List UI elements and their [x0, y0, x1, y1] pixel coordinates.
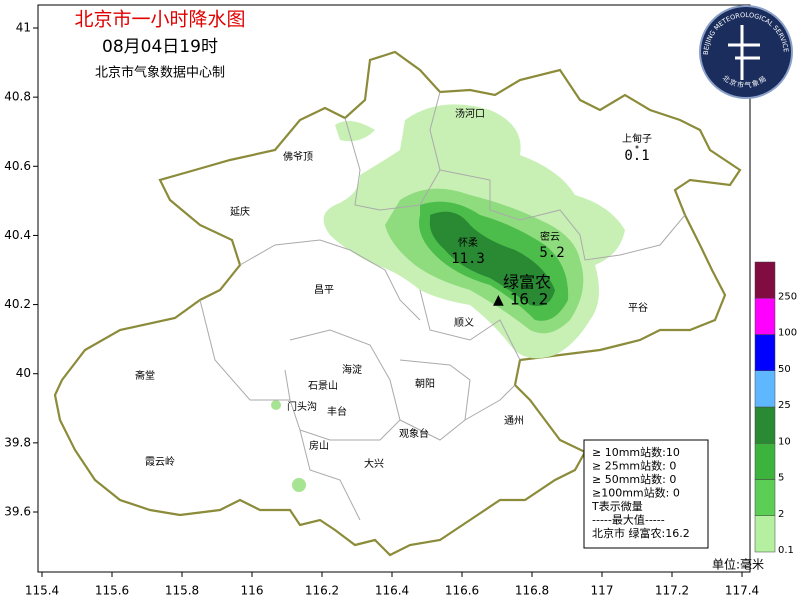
colorbar-segment	[754, 334, 776, 371]
rain-value: 5.2	[539, 245, 564, 261]
x-tick-label: 117	[591, 584, 614, 598]
y-tick-label: 40.6	[4, 159, 31, 173]
colorbar-segment	[754, 406, 776, 444]
rain-value: 0.1	[624, 148, 649, 164]
stats-line: ≥ 25mm站数: 0	[592, 459, 676, 473]
rain-value: 11.3	[451, 251, 485, 267]
stats-box: ≥ 10mm站数:10≥ 25mm站数: 0≥ 50mm站数: 0≥100mm站…	[583, 439, 709, 549]
x-tick-label: 115.6	[95, 584, 129, 598]
x-tick-label: 116	[241, 584, 264, 598]
x-tick-label: 116.6	[445, 584, 479, 598]
x-tick-label: 115.8	[165, 584, 199, 598]
colorbar-segment	[754, 479, 776, 516]
max-marker: ▲	[493, 292, 504, 308]
place-label: 门头沟	[287, 400, 317, 413]
stats-frame	[583, 439, 709, 549]
place-label: 石景山	[308, 380, 338, 392]
stats-line: ≥ 10mm站数:10	[592, 445, 680, 459]
x-tick-label: 116.8	[515, 584, 549, 598]
y-tick-label: 40.8	[4, 90, 31, 104]
logo: BEIJING METEOROLOGICAL SERVICE 北京市气象局	[699, 5, 793, 99]
colorbar-label: 50	[778, 364, 791, 375]
place-label: 平谷	[628, 302, 648, 314]
place-label: 霞云岭	[145, 455, 175, 468]
place-label: 通州	[504, 415, 524, 427]
colorbar-label: 100	[778, 328, 797, 339]
place-label: 汤河口	[455, 107, 485, 120]
place-label: 斋堂	[135, 369, 155, 382]
colorbar-label: 10	[778, 436, 791, 447]
colorbar-segment	[754, 443, 776, 480]
y-tick-label: 39.6	[4, 505, 31, 519]
stats-line: 北京市 绿富农:16.2	[592, 526, 690, 540]
x-tick-label: 116.2	[305, 584, 339, 598]
place-label: 丰台	[327, 405, 347, 418]
max-station-label: 绿富农	[503, 273, 551, 292]
y-tick-label: 40.4	[4, 228, 31, 242]
stats-line: -----最大值-----	[592, 513, 665, 527]
place-label: 顺义	[454, 317, 474, 329]
x-tick-label: 115.4	[25, 584, 59, 598]
y-tick-label: 41	[16, 21, 31, 35]
place-label: 大兴	[364, 457, 384, 470]
producer: 北京市气象数据中心制	[95, 65, 225, 81]
colorbar-label: 5	[778, 473, 784, 484]
colorbar-label: 25	[778, 400, 791, 411]
y-tick-label: 40.2	[4, 297, 31, 311]
place-label: 怀柔	[458, 237, 478, 249]
stats-line: ≥ 50mm站数: 0	[592, 472, 676, 486]
x-tick-label: 117.4	[725, 584, 759, 598]
place-label: 观象台	[399, 427, 429, 440]
place-label: 密云	[540, 230, 560, 243]
rain-value: 16.2	[510, 290, 549, 309]
places: 汤河口 上甸子 0.1 佛爷顶 延庆 怀柔 11.3 密云 5.2 绿富农 ▲ …	[135, 107, 652, 470]
colorbar-segment	[754, 298, 776, 335]
colorbar-label: 2	[778, 509, 784, 520]
y-tick-label: 39.8	[4, 435, 31, 449]
x-tick-label: 117.2	[655, 584, 689, 598]
time: 08月04日19时	[102, 37, 218, 57]
place-label: 佛爷顶	[283, 150, 313, 163]
colorbar-segment	[754, 261, 776, 299]
colorbar-segment	[754, 515, 776, 553]
x-tick-label: 116.4	[375, 584, 409, 598]
station-dot	[635, 145, 639, 149]
place-label: 延庆	[230, 205, 250, 218]
stats-line: ≥100mm站数: 0	[592, 486, 680, 500]
place-label: 房山	[309, 439, 329, 452]
district-boundaries	[199, 91, 686, 521]
place-label: 昌平	[314, 284, 334, 296]
stats-line: T表示微量	[591, 499, 643, 513]
rain-areas	[271, 104, 625, 492]
colorbar-segment	[754, 370, 776, 408]
colorbar-label: 250	[778, 291, 797, 302]
unit-label: 单位:毫米	[712, 557, 764, 572]
place-label: 上甸子	[622, 132, 652, 145]
place-label: 朝阳	[415, 378, 435, 390]
beijing-boundary	[53, 50, 742, 557]
place-label: 海淀	[342, 363, 362, 376]
title: 北京市一小时降水图	[74, 9, 245, 31]
colorbar-label: 0.1	[778, 545, 794, 556]
y-tick-label: 40	[16, 366, 31, 380]
